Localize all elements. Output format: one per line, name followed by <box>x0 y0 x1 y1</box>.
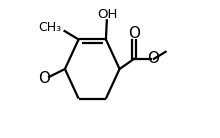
Text: O: O <box>128 26 140 41</box>
Text: CH₃: CH₃ <box>38 21 61 34</box>
Text: O: O <box>38 71 50 86</box>
Text: O: O <box>147 51 159 66</box>
Text: OH: OH <box>97 8 118 21</box>
